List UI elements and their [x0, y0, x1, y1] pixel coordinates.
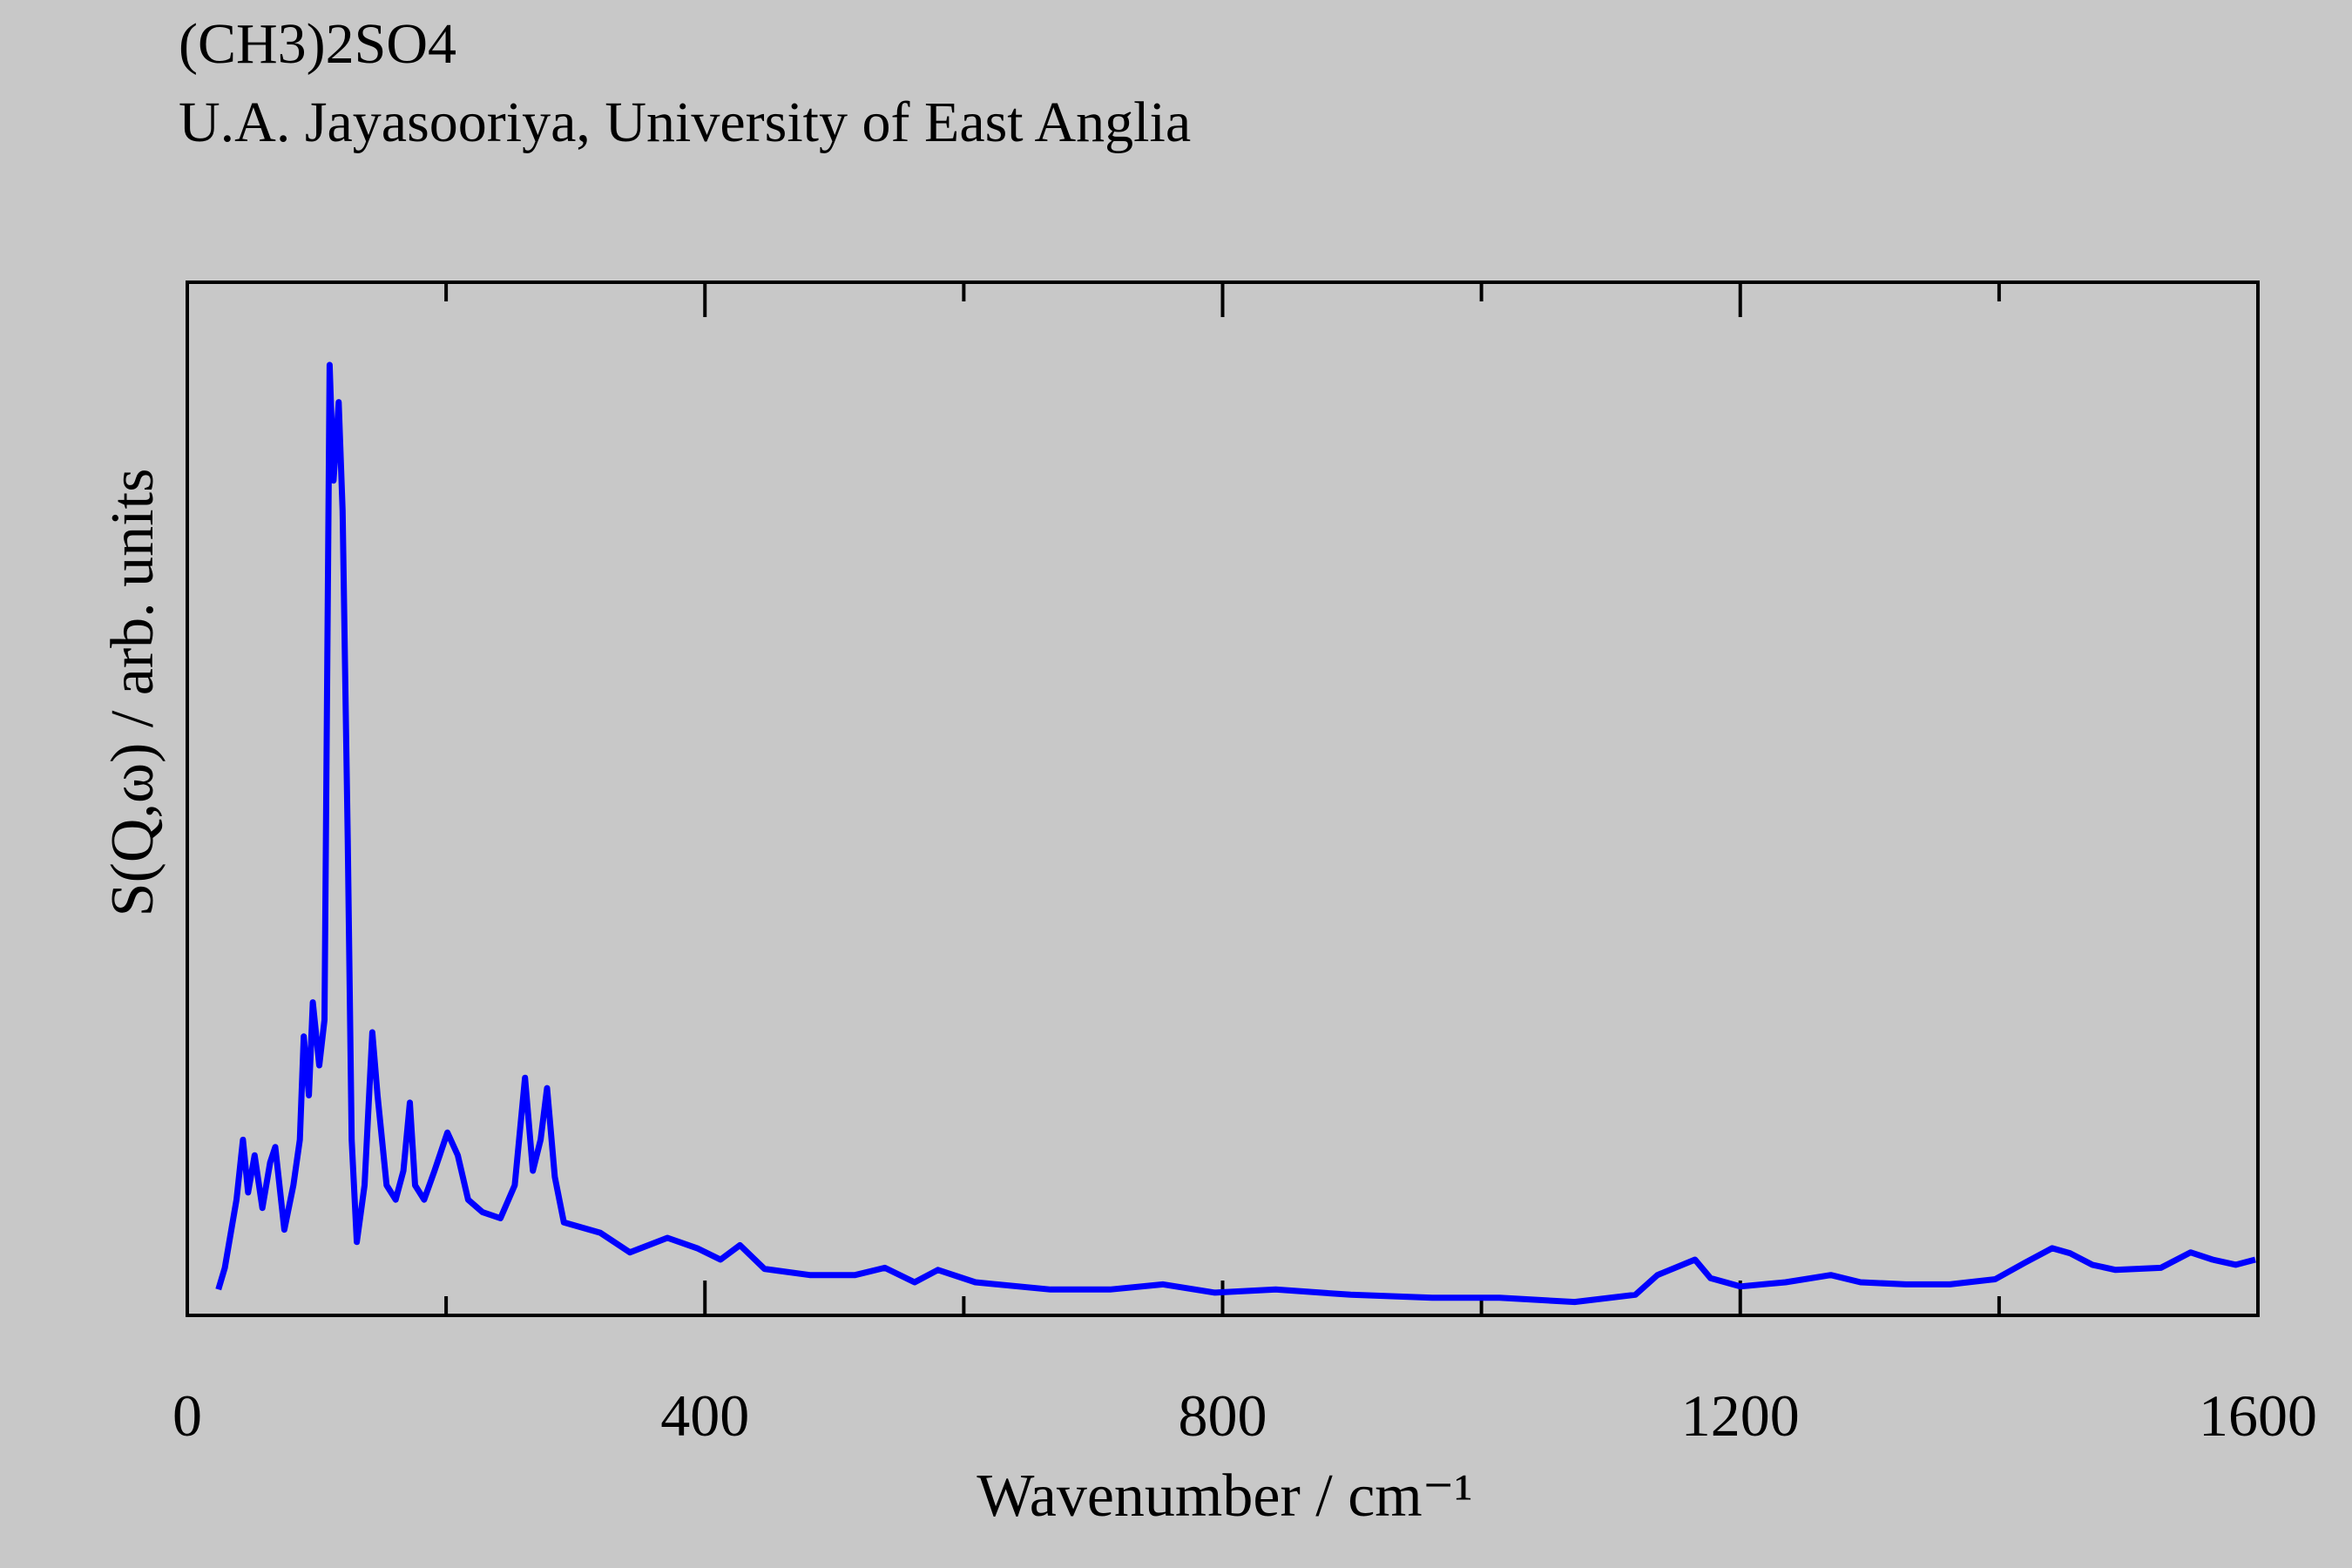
- x-tick-label: 1600: [2199, 1382, 2317, 1449]
- x-tick-label: 0: [172, 1382, 202, 1449]
- x-tick-label: 400: [660, 1382, 749, 1449]
- y-axis-label: S(Q,ω) / arb. units: [99, 469, 166, 917]
- x-tick-label: 1200: [1681, 1382, 1800, 1449]
- plot-frame: [186, 280, 2260, 1317]
- chart-title: (CH3)2SO4: [179, 12, 456, 76]
- x-axis-label: Wavenumber / cm⁻¹: [977, 1463, 1472, 1530]
- x-tick-label: 800: [1179, 1382, 1267, 1449]
- chart-subtitle: U.A. Jayasooriya, University of East Ang…: [179, 91, 1191, 154]
- spectrum-line: [215, 362, 2256, 1306]
